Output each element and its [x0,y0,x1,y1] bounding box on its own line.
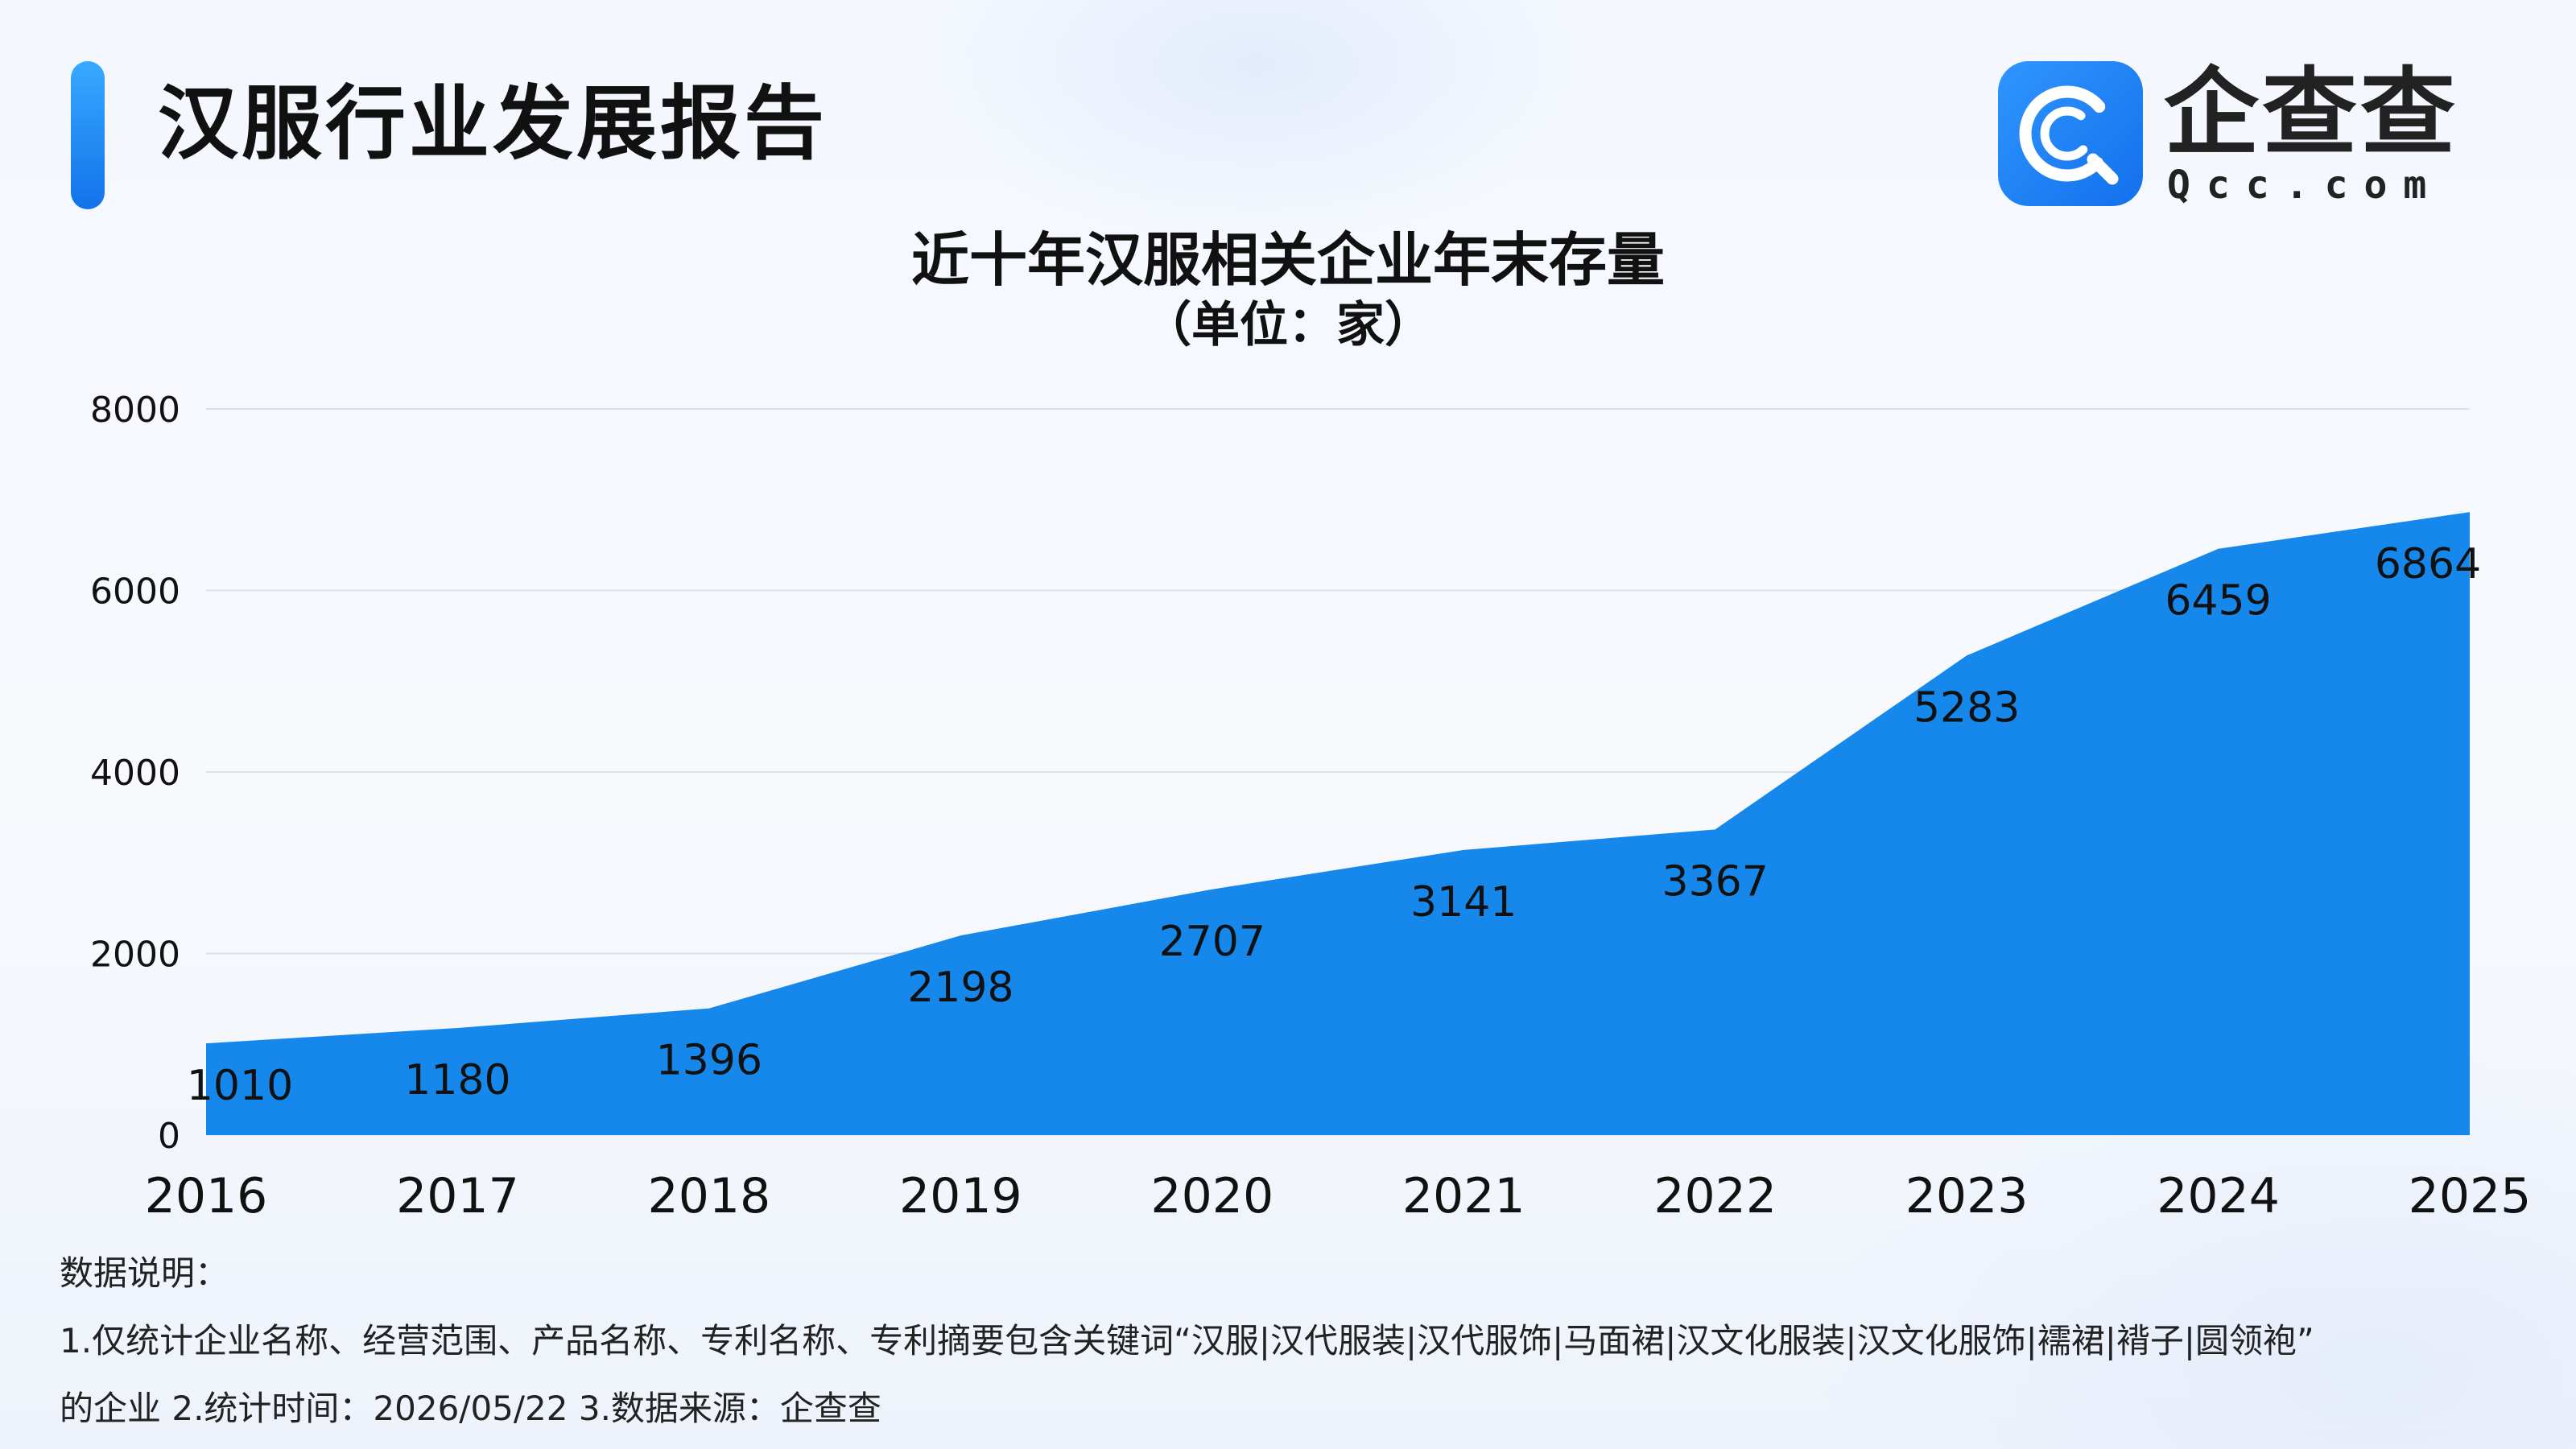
x-tick-label: 2019 [899,1168,1022,1224]
data-label: 5283 [1913,683,2020,732]
chart-subtitle: （单位：家） [1143,297,1433,353]
x-axis-ticks: 2016 2017 2018 2019 2020 2021 2022 2023 2024 2025 [145,1168,2532,1224]
x-tick-label: 2018 [648,1168,771,1224]
y-tick-label: 0 [158,1116,180,1157]
data-label: 3141 [1410,878,1517,927]
x-tick-label: 2025 [2409,1168,2532,1224]
notes-line-1: 1.仅统计企业名称、经营范围、产品名称、专利名称、专利摘要包含关键词“汉服|汉代… [60,1321,2314,1360]
qcc-logo-icon [1998,61,2143,206]
x-tick-label: 2022 [1653,1168,1777,1224]
y-tick-label: 2000 [90,935,180,976]
notes-line-2: 的企业 2.统计时间：2026/05/22 3.数据来源：企查查 [60,1389,881,1428]
data-label: 6864 [2375,540,2481,588]
data-label: 1010 [187,1062,293,1110]
notes-heading: 数据说明： [60,1253,229,1293]
data-label: 3367 [1662,857,1768,906]
x-tick-label: 2024 [2157,1168,2280,1224]
data-labels: 1010 1180 1396 2198 2707 3141 3367 5283 6459 6864 [187,540,2481,1110]
y-tick-label: 8000 [90,390,180,431]
x-tick-label: 2020 [1150,1168,1274,1224]
data-label: 1180 [404,1056,510,1104]
qcc-logo[interactable]: 企查查 Qcc.com [1998,61,2471,206]
x-tick-label: 2021 [1402,1168,1525,1224]
data-label: 6459 [2165,577,2271,625]
logo-domain: Qcc.com [2167,163,2443,208]
data-notes: 数据说明： 1.仅统计企业名称、经营范围、产品名称、专利名称、专利摘要包含关键词… [60,1240,2539,1443]
area-series [206,512,2470,1135]
data-label: 2707 [1159,918,1265,966]
y-tick-label: 4000 [90,753,180,794]
data-label: 2198 [907,964,1013,1012]
x-tick-label: 2016 [145,1168,268,1224]
y-tick-label: 6000 [90,572,180,613]
chart-title: 近十年汉服相关企业年末存量 [910,226,1665,294]
report-title: 汉服行业发展报告 [158,76,828,171]
title-accent-bar [71,61,105,209]
data-label: 1396 [656,1037,762,1085]
x-tick-label: 2017 [396,1168,519,1224]
y-axis-ticks: 0 2000 4000 6000 8000 [90,390,180,1157]
logo-name: 企查查 [2164,57,2459,168]
x-tick-label: 2023 [1905,1168,2029,1224]
